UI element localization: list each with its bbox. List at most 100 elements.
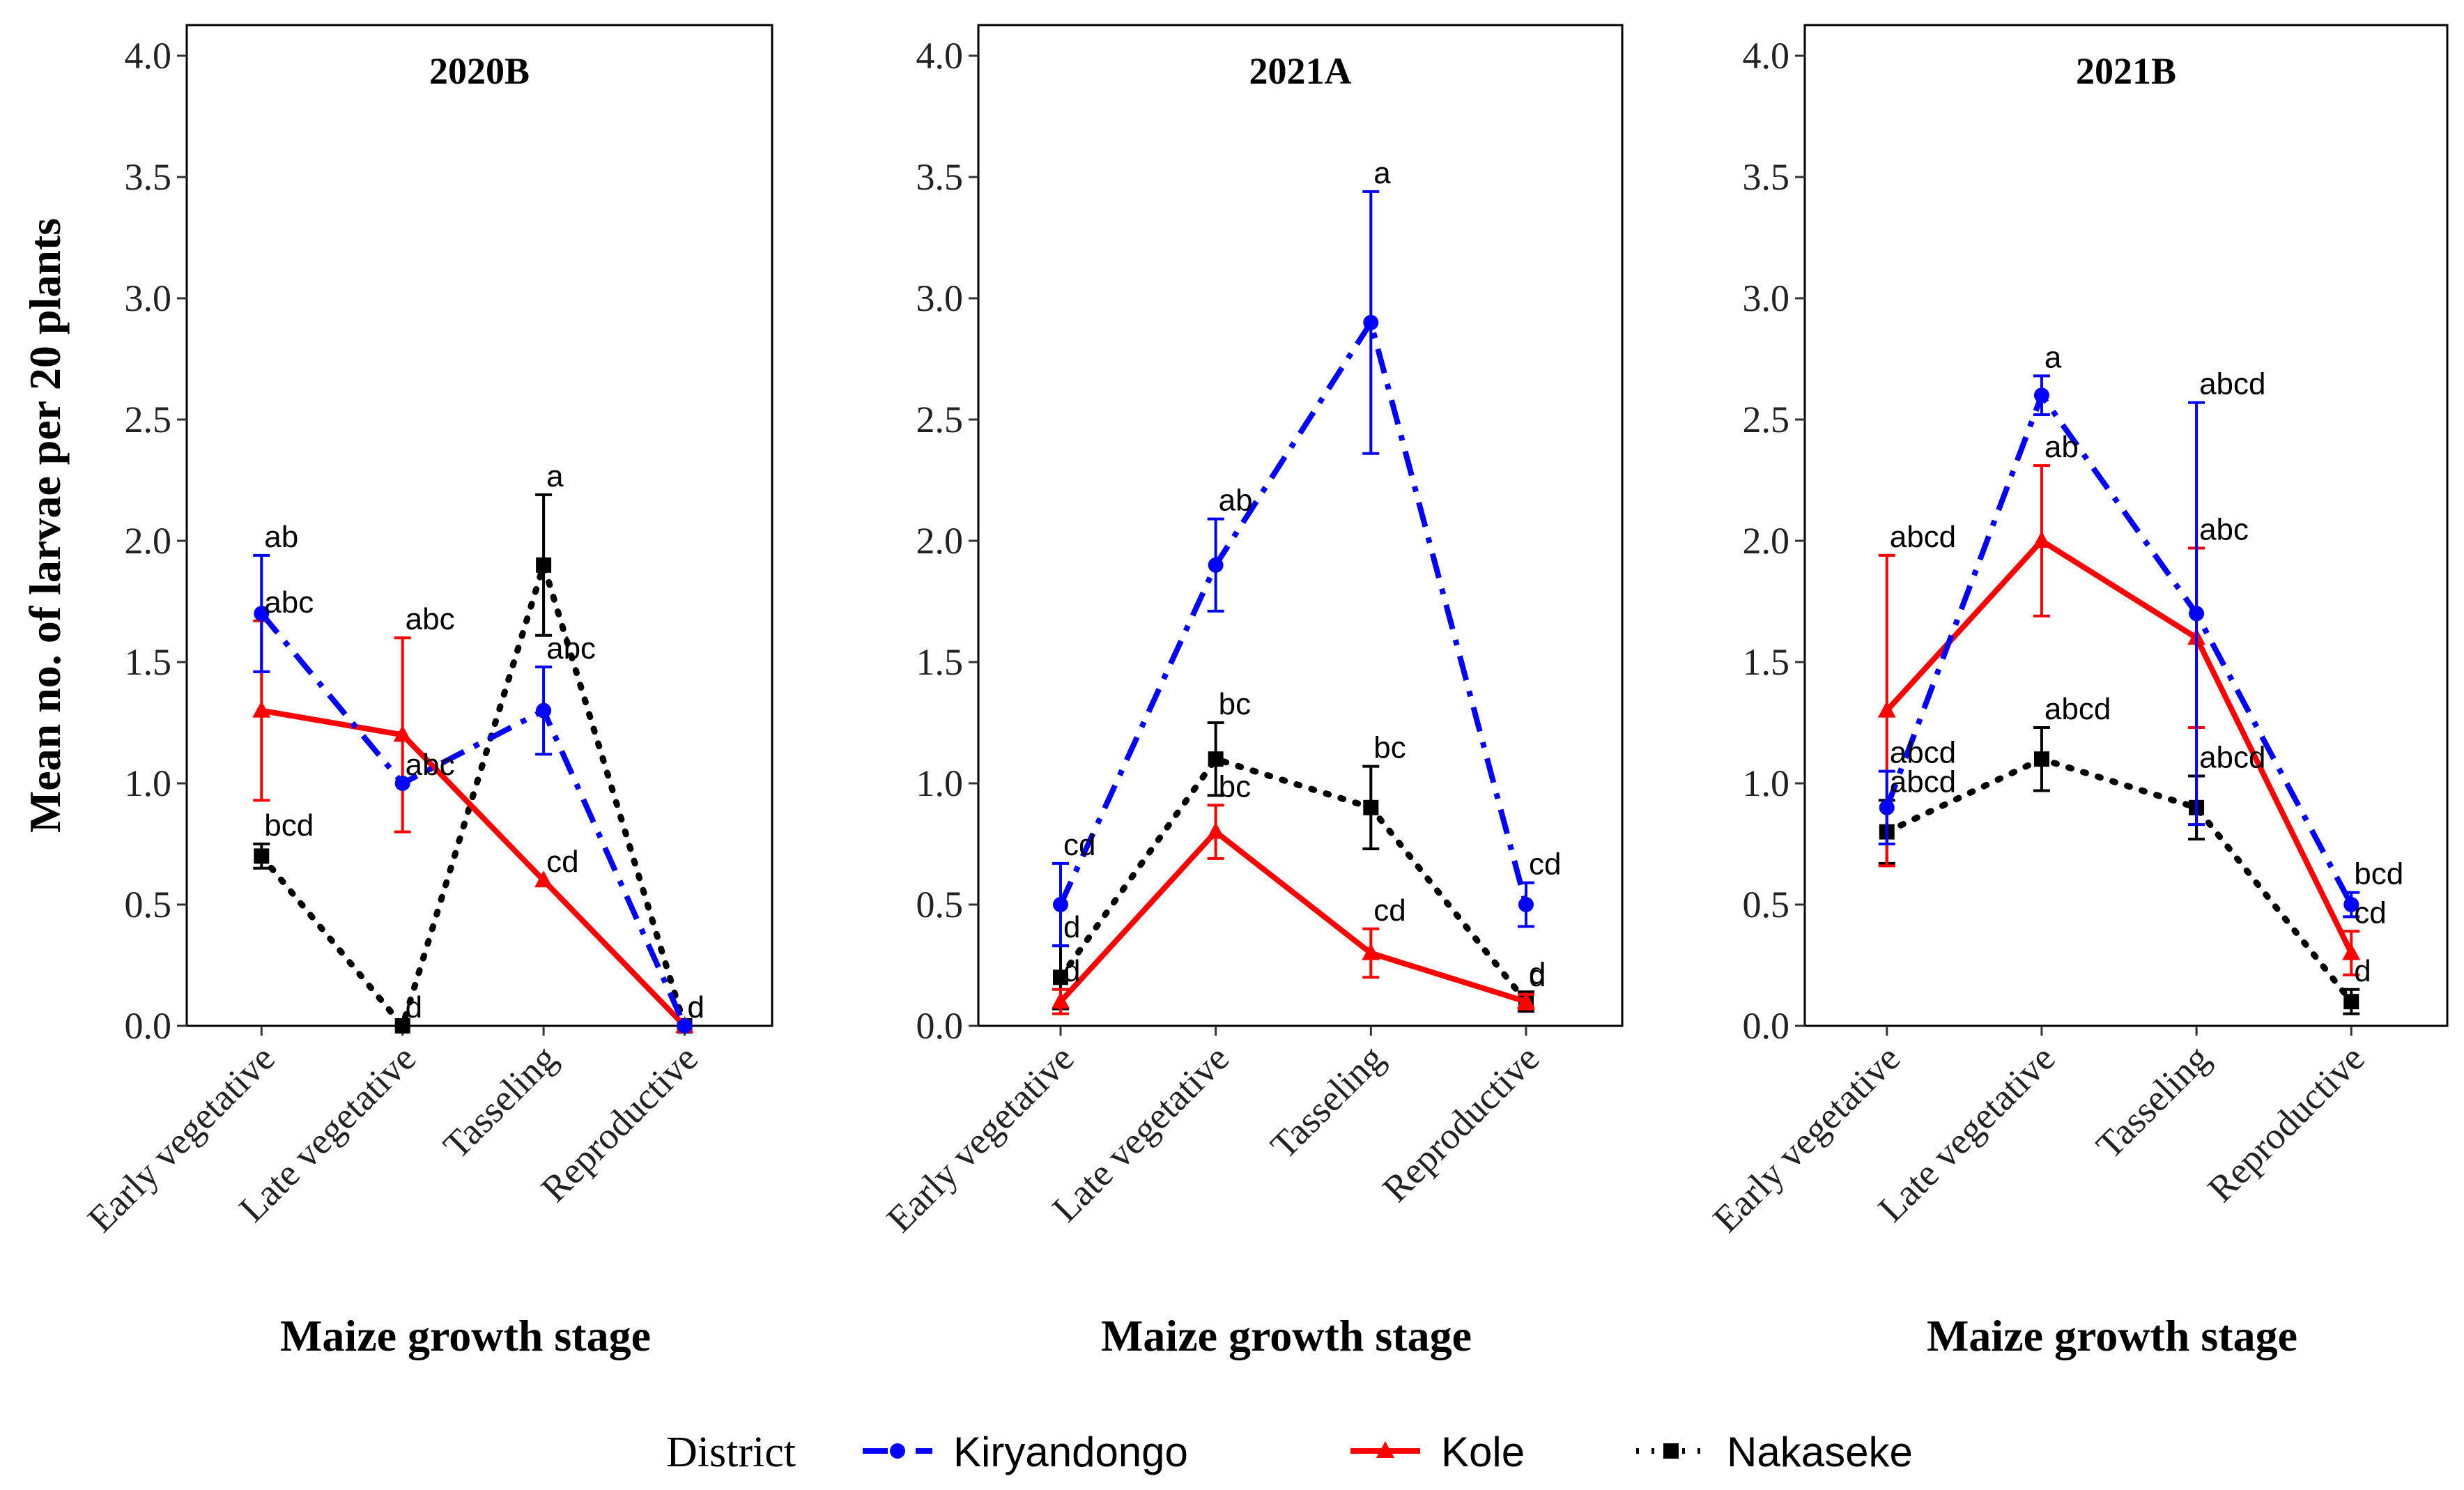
x-axis-title: Maize growth stage xyxy=(1101,1311,1472,1360)
x-tick-label: Reproductive xyxy=(1374,1037,1547,1210)
significance-label: d xyxy=(1063,910,1080,944)
legend-marker-kiryandongo xyxy=(890,1443,905,1459)
series-line-kole xyxy=(261,707,687,1028)
point-kole xyxy=(2342,943,2361,960)
x-tick-label: Early vegetative xyxy=(1705,1037,1909,1241)
legend-marker-nakaseke xyxy=(1663,1443,1679,1459)
significance-label: d xyxy=(688,990,704,1024)
point-nakaseke xyxy=(1053,969,1069,985)
significance-label: d xyxy=(688,990,704,1024)
series-line-nakaseke xyxy=(258,562,688,1029)
point-kiryandongo xyxy=(1518,897,1534,912)
text-layer: 0.0 0.5 1.0 1.5 2.0 2.5 3.0 3.5 4.0 Early vegetat… xyxy=(20,35,2403,1360)
panel-frame-2021A xyxy=(977,24,1624,1027)
y-axis-title: Mean no. of larvae per 20 plants xyxy=(20,218,70,833)
point-kiryandongo xyxy=(2189,606,2205,622)
significance-label: a xyxy=(546,459,564,493)
significance-label: abcd xyxy=(1890,736,1956,770)
significance-label: ab xyxy=(1219,484,1253,518)
significance-label: abcd xyxy=(2199,741,2265,775)
point-nakaseke xyxy=(2033,751,2049,767)
y-tick-label: 0.0 xyxy=(916,1005,964,1047)
point-kole xyxy=(534,870,553,888)
x-tick-label: Early vegetative xyxy=(879,1037,1082,1241)
series-line-nakaseke xyxy=(1057,755,1530,1005)
significance-label: a xyxy=(1373,156,1391,190)
point-kiryandongo xyxy=(2343,897,2359,912)
significance-label: bc xyxy=(1219,687,1251,721)
point-kiryandongo xyxy=(1208,557,1224,573)
y-tick-label: 1.0 xyxy=(1743,762,1790,804)
y-tick-label: 1.5 xyxy=(125,641,172,683)
y-tick-label: 2.5 xyxy=(916,399,964,440)
significance-label: bc xyxy=(1219,769,1251,804)
x-axis-title: Maize growth stage xyxy=(1927,1311,2297,1360)
x-tick-label: Tasseling xyxy=(1263,1037,1392,1167)
x-tick-label: Tasseling xyxy=(435,1037,564,1167)
legend-title: District xyxy=(666,1429,796,1476)
point-kole xyxy=(1877,700,1896,718)
y-tick-label: 2.5 xyxy=(125,399,172,440)
point-nakaseke xyxy=(254,848,270,864)
legend-label-kiryandongo: Kiryandongo xyxy=(953,1429,1188,1475)
point-kiryandongo xyxy=(394,776,410,791)
point-kiryandongo xyxy=(677,1018,693,1034)
axes-layer xyxy=(177,24,2449,1036)
y-tick-label: 2.5 xyxy=(1743,399,1790,440)
point-kole xyxy=(1052,992,1070,1009)
significance-label: abc xyxy=(406,602,455,636)
point-kiryandongo xyxy=(2033,387,2049,404)
legend-marker-kole xyxy=(1376,1441,1394,1458)
point-kiryandongo xyxy=(536,702,552,719)
series-line-kiryandongo xyxy=(259,611,688,1027)
series-line-kiryandongo xyxy=(1884,392,2354,906)
significance-label: abcd xyxy=(1890,520,1956,554)
point-kiryandongo xyxy=(1363,314,1379,330)
y-tick-label: 3.5 xyxy=(125,156,172,198)
significance-label: cd xyxy=(1063,828,1095,862)
significance-label: d xyxy=(1063,954,1080,988)
y-tick-label: 3.5 xyxy=(1743,156,1790,198)
point-kiryandongo xyxy=(1879,799,1895,815)
legend: District Kiryandongo Kole Nakaseke xyxy=(666,1429,1913,1476)
y-tick-label: 0.0 xyxy=(1743,1005,1790,1047)
y-tick-label: 0.5 xyxy=(1743,884,1790,926)
point-kole xyxy=(1516,992,1535,1009)
series-line-kiryandongo xyxy=(1058,319,1529,906)
significance-label: abcd xyxy=(2045,692,2111,726)
y-tick-label: 1.0 xyxy=(916,762,964,804)
panel-frame-2021B xyxy=(1803,24,2449,1027)
significance-label: d xyxy=(1529,956,1546,990)
significance-label: cd xyxy=(1529,847,1561,882)
y-tick-label: 0.5 xyxy=(916,884,964,926)
significance-label: d xyxy=(406,990,422,1024)
legend-label-kole: Kole xyxy=(1441,1429,1525,1475)
legend-label-nakaseke: Nakaseke xyxy=(1727,1429,1913,1475)
series-line-kole xyxy=(1884,538,2354,955)
panel-title: 2021B xyxy=(2076,50,2176,92)
point-nakaseke xyxy=(1363,799,1379,815)
point-kiryandongo xyxy=(254,606,270,622)
y-tick-label: 3.0 xyxy=(916,277,964,319)
y-tick-label: 3.0 xyxy=(125,277,172,319)
panel-title: 2021A xyxy=(1249,50,1352,92)
significance-label: abcd xyxy=(2199,367,2265,401)
x-axis-title: Maize growth stage xyxy=(280,1311,651,1360)
significance-label: cd xyxy=(1373,893,1406,928)
significance-label: ab xyxy=(2045,430,2079,464)
point-nakaseke xyxy=(2343,994,2359,1010)
series-line-kole xyxy=(1058,829,1527,1005)
panel-title: 2020B xyxy=(429,50,530,92)
significance-label: cd xyxy=(2354,896,2386,930)
point-kole xyxy=(1362,943,1380,960)
x-tick-label: Reproductive xyxy=(2200,1037,2373,1210)
point-kole xyxy=(1206,822,1225,839)
significance-label: d xyxy=(2354,954,2371,988)
significance-label: cd xyxy=(546,845,578,879)
significance-label: abc xyxy=(2199,512,2249,546)
significance-label: d xyxy=(1529,959,1546,993)
significance-label: bcd xyxy=(264,808,314,843)
y-tick-label: 4.0 xyxy=(916,35,964,77)
y-tick-label: 4.0 xyxy=(1743,35,1790,77)
